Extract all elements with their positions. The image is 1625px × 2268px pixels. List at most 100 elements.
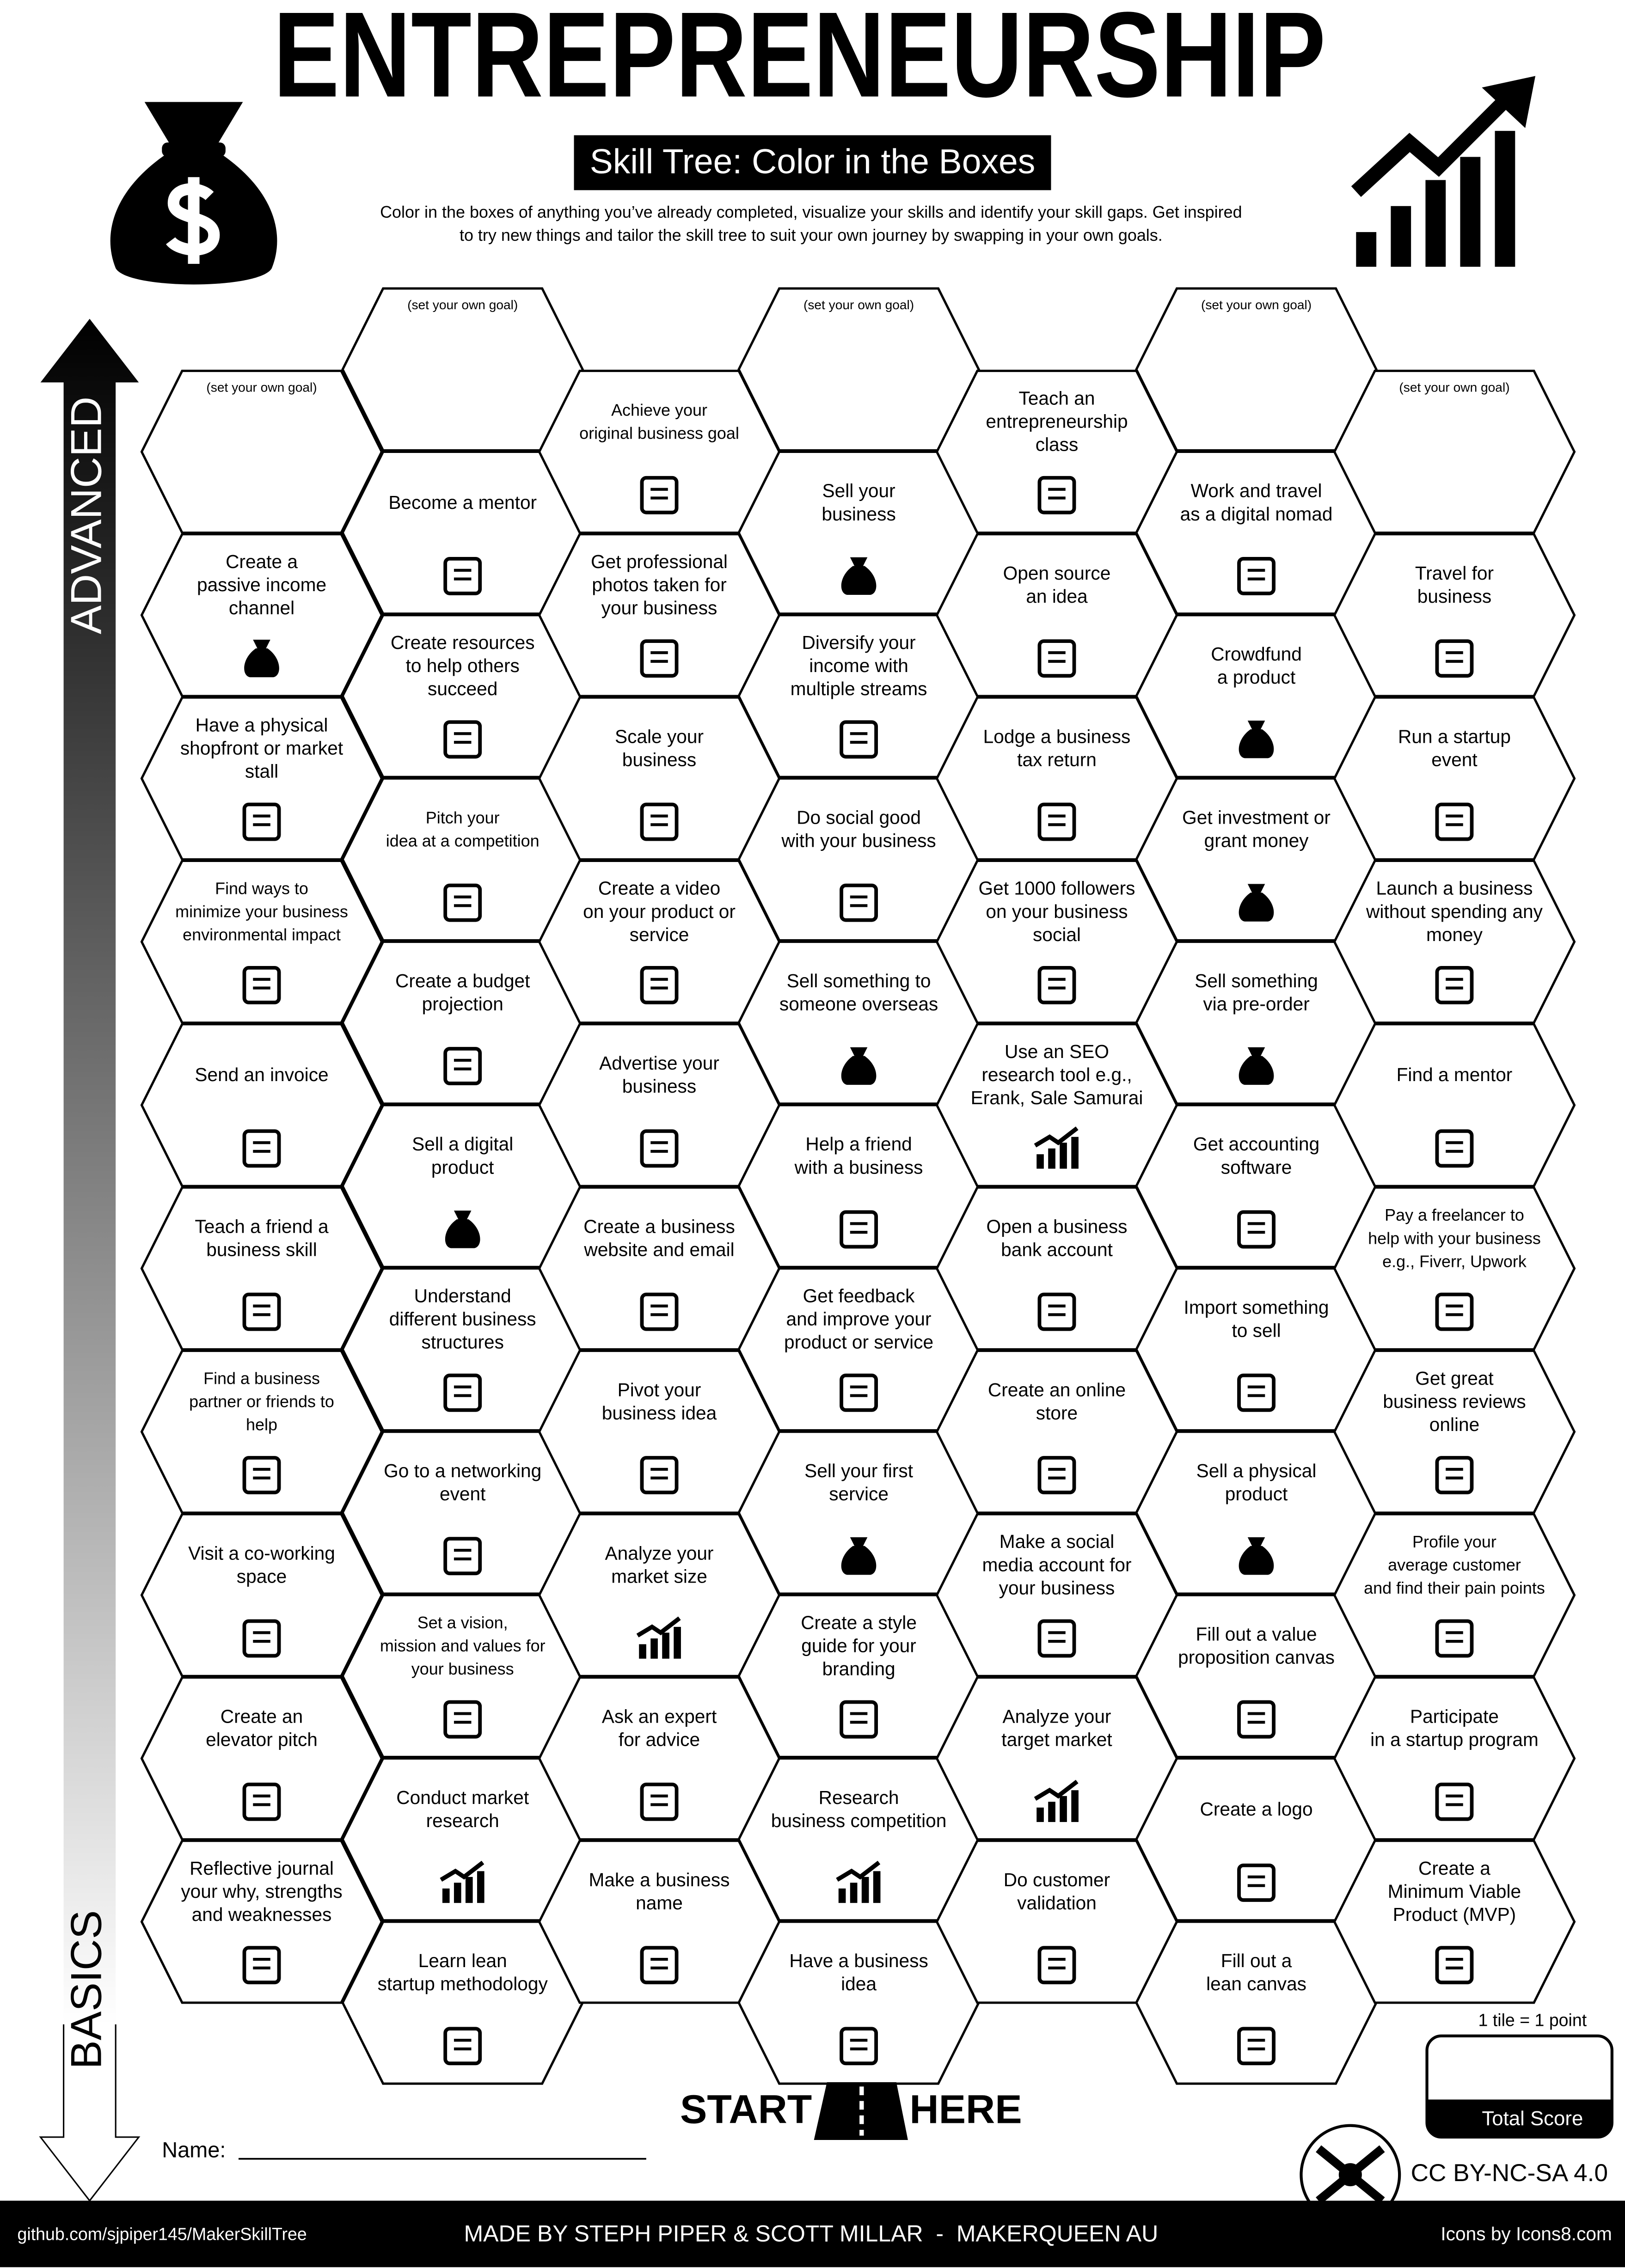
skill-tile [140, 533, 383, 697]
tile-label: research [426, 1810, 499, 1831]
tile-label: entrepreneurship [986, 411, 1128, 432]
tile-label: service [829, 1483, 889, 1504]
tile-label: Help a friend [805, 1133, 912, 1155]
skill-tile [935, 1350, 1178, 1514]
bag-icon [1239, 1537, 1274, 1575]
tile-icon [640, 476, 679, 514]
tile-label: your why, strengths [181, 1881, 342, 1902]
tile-label: Teach a friend a [195, 1216, 329, 1237]
tile-icon [1037, 1292, 1076, 1331]
tile-icon [1037, 1619, 1076, 1658]
tile-icon [1037, 802, 1076, 841]
skill-tile [140, 1186, 383, 1351]
tile-label: service [630, 924, 689, 945]
tile-label: Lodge a business [983, 726, 1131, 747]
tile-icon [640, 1292, 679, 1331]
tile-label: Profile your [1412, 1532, 1496, 1551]
tile-icon-detail [1048, 1631, 1066, 1643]
tile-icon [640, 1129, 679, 1168]
growth-bar [1060, 1143, 1067, 1169]
tile-icon [443, 1700, 482, 1739]
skill-tile [1135, 1920, 1378, 2085]
growth-bar [465, 1877, 473, 1903]
tile-label: Fill out a value [1196, 1623, 1317, 1644]
tile-icon [640, 1946, 679, 1985]
tile-label: help with your business [1368, 1229, 1541, 1247]
skill-tile [935, 1676, 1178, 1841]
tile-icon-detail [454, 732, 472, 744]
skill-tile [737, 777, 980, 941]
tile-label: Conduct market [396, 1787, 529, 1808]
skill-tile [538, 369, 781, 534]
tile-label: business skill [206, 1239, 317, 1260]
growth-bar [1036, 1154, 1044, 1169]
skill-tile [737, 287, 980, 452]
tile-icon [443, 1047, 482, 1085]
tile-icon [640, 802, 679, 841]
tile-icon-detail [1048, 1958, 1066, 1970]
skill-tile [935, 1840, 1178, 2004]
title: ENTREPRENEURSHIP [273, 0, 1326, 122]
tile-icon [1237, 1210, 1275, 1249]
tile-label: your business [999, 1577, 1115, 1598]
license: CC BY-NC-SA 4.0 [1411, 2159, 1608, 2187]
bag-icon [841, 1047, 877, 1085]
tile-icon-detail [1048, 814, 1066, 826]
bag-icon [1239, 721, 1274, 758]
tile-label: Launch a business [1376, 878, 1533, 899]
tile-icon-detail [1048, 651, 1066, 663]
tile-label: Open source [1003, 562, 1111, 584]
tile-label: Scale your [615, 726, 704, 747]
tile-label: tax return [1017, 749, 1097, 770]
growth-bar [1060, 1796, 1067, 1822]
tile-label: Sell something [1195, 970, 1318, 991]
tile-label: Reflective journal [190, 1858, 334, 1879]
tile-label: your business [601, 597, 717, 618]
tile-label: Participate [1410, 1706, 1499, 1727]
tile-label: Sell a physical [1196, 1460, 1317, 1481]
tile-label: event [1431, 749, 1477, 770]
skill-tile [341, 287, 584, 452]
tile-icon [1435, 1129, 1474, 1168]
tile-label: business idea [602, 1402, 717, 1424]
tile-label: Minimum Viable [1388, 1881, 1521, 1902]
skill-tile [1135, 450, 1378, 615]
skill-tile [1135, 1594, 1378, 1758]
growth-bar [838, 1888, 846, 1903]
tile-label: Find a mentor [1397, 1064, 1513, 1085]
tile-label: product [1225, 1483, 1288, 1504]
tile-icon-detail [1446, 651, 1463, 663]
tile-icon [1237, 1373, 1275, 1412]
skill-tile [538, 1186, 781, 1351]
skill-tile [1333, 1186, 1576, 1351]
tile-icon-detail [454, 569, 472, 581]
skill-tile [1333, 859, 1576, 1024]
tile-icon-detail [454, 1549, 472, 1561]
tile-label: media account for [982, 1554, 1131, 1575]
growth-bar [674, 1626, 681, 1659]
tile-label: Create a video [598, 878, 720, 899]
tile-icon-detail [1446, 1304, 1463, 1316]
tile-icon [1237, 1700, 1275, 1739]
skill-tile [1333, 1840, 1576, 2004]
tile-label: Find ways to [215, 879, 308, 898]
skill-tile [341, 777, 584, 941]
tile-label: original business goal [579, 423, 739, 442]
skill-tile [341, 1920, 584, 2085]
skill-tile [1333, 696, 1576, 861]
skill-tile [140, 1350, 383, 1514]
tile-icon [242, 1619, 281, 1658]
growth-bar [1036, 1807, 1044, 1822]
start-left: START [680, 2087, 812, 2132]
skill-tile [341, 1430, 584, 1595]
tile-icon [840, 883, 878, 922]
tile-label: Make a business [589, 1869, 730, 1890]
tile-label: idea at a competition [386, 831, 540, 850]
tile-icon-detail [253, 1958, 270, 1970]
tile-label: in a startup program [1370, 1729, 1539, 1750]
tile-label: for advice [619, 1729, 700, 1750]
skill-tile [1135, 287, 1378, 452]
tile-label: business competition [771, 1810, 947, 1831]
growth-bar [477, 1871, 484, 1903]
tile-label: projection [422, 993, 503, 1015]
